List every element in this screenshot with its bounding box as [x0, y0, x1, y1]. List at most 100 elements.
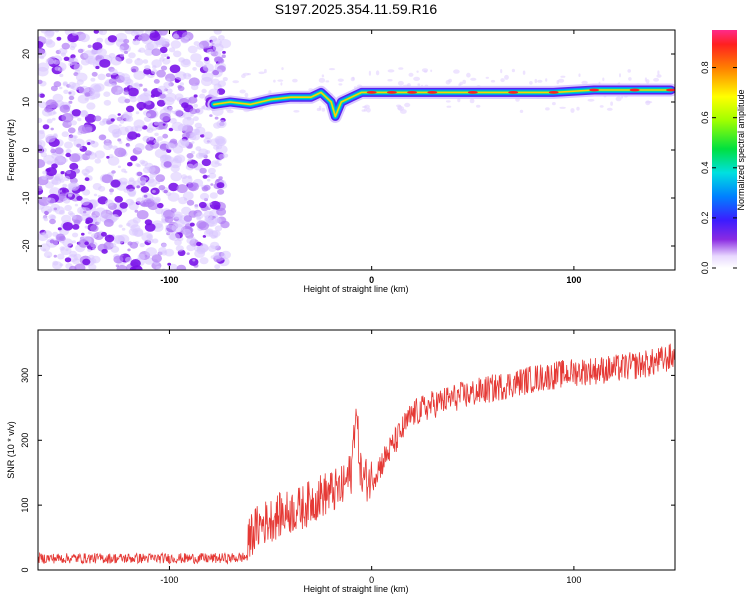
noise-blob	[129, 266, 136, 270]
noise-blob	[85, 217, 94, 224]
speckle-blob	[258, 71, 265, 75]
noise-blob	[38, 49, 47, 59]
snr-ticks: -100 0 100 0 100 200 300	[20, 330, 675, 585]
noise-blob	[201, 152, 207, 157]
noise-blob	[94, 115, 102, 122]
noise-blob	[118, 140, 123, 144]
noise-blob	[84, 225, 89, 229]
noise-blob	[187, 74, 192, 77]
speckle-blob	[292, 78, 298, 83]
speckle-blob	[619, 73, 621, 78]
noise-blob	[186, 116, 192, 121]
noise-blob	[129, 241, 139, 249]
speckle-blob	[485, 76, 489, 79]
y-tick-label: -10	[21, 191, 31, 204]
noise-blob	[217, 58, 225, 64]
noise-blob	[169, 232, 181, 242]
speckle-blob	[457, 97, 461, 103]
noise-blob	[51, 177, 62, 186]
noise-blob	[45, 134, 56, 143]
noise-blob	[144, 65, 151, 70]
noise-blob	[87, 231, 92, 235]
noise-blob	[213, 30, 222, 35]
noise-blob	[80, 198, 91, 206]
noise-blob	[110, 56, 122, 66]
noise-blob	[152, 65, 157, 69]
noise-blob	[202, 174, 208, 179]
noise-blob	[38, 117, 43, 123]
y-tick-label: 300	[20, 368, 30, 383]
speckle-blob	[610, 101, 613, 106]
y-tick-label: 20	[21, 49, 31, 59]
noise-blob	[220, 250, 231, 259]
noise-blob	[106, 120, 112, 125]
noise-blob	[126, 222, 131, 227]
noise-blob	[38, 66, 49, 77]
y-tick-label: 0	[21, 147, 31, 152]
noise-blob	[139, 243, 145, 248]
noise-blob	[91, 71, 98, 77]
noise-blob	[150, 94, 155, 98]
noise-blob	[84, 177, 90, 182]
noise-blob	[90, 77, 96, 82]
noise-blob	[53, 59, 60, 65]
y-tick-label: 0	[20, 567, 30, 572]
speckle-blob	[281, 67, 284, 71]
noise-blob	[133, 119, 145, 129]
x-tick-label: -100	[160, 575, 178, 585]
speckle-blob	[337, 78, 344, 82]
noise-blob	[173, 50, 182, 58]
y-tick-label: -20	[21, 239, 31, 252]
noise-blob	[84, 92, 91, 97]
noise-blob	[191, 150, 196, 155]
speckle-blob	[462, 79, 467, 84]
noise-blob	[157, 136, 164, 141]
noise-blob	[171, 121, 184, 132]
noise-blob	[203, 131, 213, 139]
noise-blob	[74, 203, 78, 207]
noise-blob	[64, 204, 72, 212]
noise-blob	[157, 121, 168, 130]
noise-blob	[196, 44, 204, 50]
noise-blob	[206, 48, 214, 55]
noise-blob	[40, 30, 48, 34]
speckle-blob	[627, 69, 631, 73]
snr-ylabel: SNR (10 * v/v)	[6, 421, 16, 479]
noise-blob	[165, 142, 176, 151]
noise-blob	[201, 158, 212, 167]
noise-blob	[193, 94, 198, 98]
noise-blob	[117, 126, 129, 136]
noise-blob	[163, 209, 175, 219]
noise-blob	[133, 70, 145, 81]
noise-blob	[203, 57, 210, 62]
noise-blob	[95, 65, 100, 70]
noise-blob	[81, 124, 93, 133]
noise-blob	[147, 178, 158, 187]
noise-blob	[162, 133, 169, 139]
noise-blob	[108, 124, 120, 134]
speckle-blob	[239, 89, 246, 94]
speckle-blob	[273, 79, 276, 83]
noise-blob	[210, 183, 214, 186]
noise-blob	[43, 217, 49, 222]
noise-blob	[179, 82, 184, 86]
snr-xlabel: Height of straight line (km)	[303, 584, 408, 594]
colorbar: 0.0 0.2 0.4 0.6 0.8 Normalized spectral ampl…	[700, 30, 746, 274]
speckle-blob	[522, 70, 526, 75]
x-tick-label: 100	[566, 575, 581, 585]
noise-blob	[153, 79, 160, 84]
noise-blob	[125, 105, 135, 113]
noise-blob	[146, 100, 152, 106]
noise-blob	[162, 38, 170, 45]
noise-blob	[92, 42, 103, 51]
noise-blob	[45, 99, 57, 109]
speckle-blob	[293, 110, 300, 113]
noise-blob	[39, 93, 45, 98]
noise-blob	[170, 164, 180, 173]
noise-blob	[107, 156, 120, 166]
noise-blob	[219, 39, 232, 49]
noise-blob	[113, 255, 124, 264]
noise-blob	[70, 54, 76, 59]
noise-blob	[163, 96, 175, 106]
noise-blob	[91, 233, 98, 239]
